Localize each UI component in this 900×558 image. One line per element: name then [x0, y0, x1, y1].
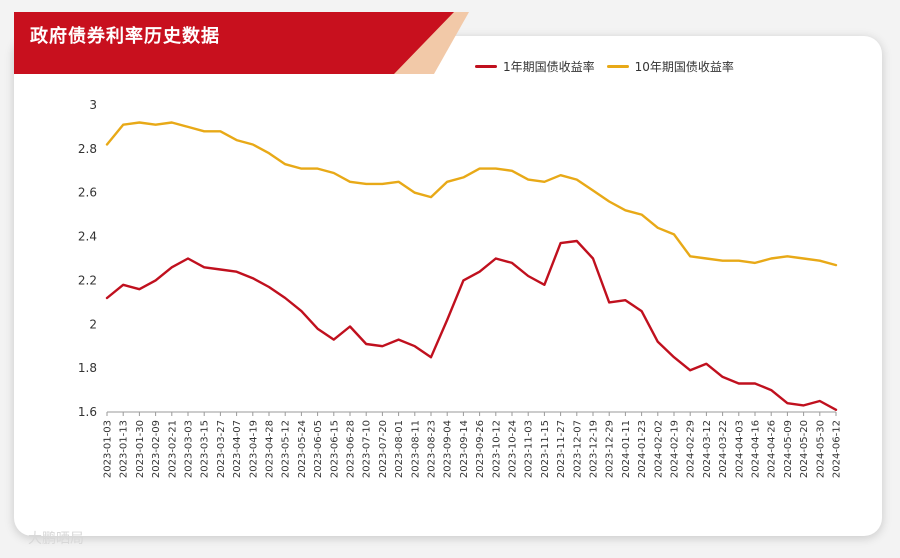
x-tick-label: 2024-04-26: [767, 420, 778, 478]
x-tick-label: 2024-03-12: [702, 420, 713, 478]
x-tick-label: 2023-07-20: [378, 420, 389, 478]
y-tick-label: 1.8: [78, 361, 97, 375]
x-tick-label: 2024-01-23: [637, 420, 648, 478]
x-tick-label: 2023-01-30: [135, 420, 146, 478]
x-tick-label: 2023-06-05: [313, 420, 324, 478]
legend-item-10y: 10年期国债收益率: [606, 58, 734, 75]
x-tick-label: 2023-01-03: [103, 420, 114, 478]
x-tick-label: 2023-05-12: [281, 420, 292, 478]
x-tick-label: 2023-12-07: [572, 420, 583, 478]
x-tick-label: 2023-12-19: [589, 420, 600, 478]
x-tick-label: 2023-07-10: [362, 420, 373, 478]
x-tick-label: 2023-04-19: [248, 420, 259, 478]
x-tick-label: 2023-08-01: [394, 420, 405, 478]
x-tick-label: 2023-10-12: [491, 420, 502, 478]
x-tick-label: 2024-05-09: [783, 420, 794, 478]
x-tick-label: 2023-10-24: [508, 420, 519, 478]
legend-swatch-10y: [606, 65, 629, 68]
series-line-10y: [105, 121, 838, 267]
x-tick-label: 2024-04-03: [734, 420, 745, 478]
x-tick-label: 2023-11-15: [540, 420, 551, 478]
x-tick-label: 2023-05-24: [297, 420, 308, 478]
x-tick-label: 2023-03-03: [184, 420, 195, 478]
chart-legend: 1年期国债收益率 10年期国债收益率: [475, 58, 734, 75]
x-tick-label: 2024-01-11: [621, 420, 632, 478]
title-banner: [14, 12, 469, 74]
y-tick-label: 2.6: [78, 186, 97, 200]
x-tick-label: 2023-06-28: [346, 420, 357, 478]
y-tick-label: 1.6: [78, 405, 97, 419]
legend-item-1y: 1年期国债收益率: [475, 58, 595, 75]
x-tick-label: 2024-06-12: [832, 420, 843, 478]
series-line-1y: [105, 239, 838, 411]
x-tick-label: 2023-06-15: [329, 420, 340, 478]
x-tick-label: 2023-01-13: [119, 420, 130, 478]
y-tick-label: 3: [89, 98, 97, 112]
x-tick-label: 2023-03-15: [200, 420, 211, 478]
y-tick-label: 2: [89, 317, 97, 331]
x-tick-label: 2024-04-16: [751, 420, 762, 478]
x-tick-label: 2024-05-30: [815, 420, 826, 478]
page-title: 政府债券利率历史数据: [30, 26, 220, 47]
x-tick-label: 2023-11-03: [524, 420, 535, 478]
legend-swatch-1y: [475, 65, 497, 68]
x-tick-label: 2024-03-22: [718, 420, 729, 478]
x-tick-label: 2023-02-21: [167, 420, 178, 478]
x-tick-label: 2023-04-07: [232, 420, 243, 478]
x-tick-label: 2023-08-11: [410, 420, 421, 478]
legend-label-10y: 10年期国债收益率: [634, 60, 734, 74]
watermark: 大鹏晒局: [28, 531, 84, 547]
x-tick-label: 2023-08-23: [427, 420, 438, 478]
x-tick-label: 2023-12-29: [605, 420, 616, 478]
legend-label-1y: 1年期国债收益率: [503, 60, 595, 74]
x-tick-label: 2023-11-27: [556, 420, 567, 478]
chart-card: [14, 36, 882, 536]
x-tick-label: 2023-09-26: [475, 420, 486, 478]
x-tick-label: 2024-02-29: [686, 420, 697, 478]
x-tick-label: 2024-02-19: [670, 420, 681, 478]
x-tick-label: 2024-05-20: [799, 420, 810, 478]
y-tick-label: 2.2: [78, 273, 97, 287]
x-tick-label: 2023-02-09: [151, 420, 162, 478]
x-tick-label: 2023-09-14: [459, 420, 470, 478]
x-tick-label: 2023-09-04: [443, 420, 454, 478]
x-tick-label: 2023-04-28: [265, 420, 276, 478]
x-tick-label: 2023-03-27: [216, 420, 227, 478]
x-tick-label: 2024-02-02: [653, 420, 664, 478]
y-tick-label: 2.4: [78, 230, 97, 244]
y-tick-label: 2.8: [78, 142, 97, 156]
